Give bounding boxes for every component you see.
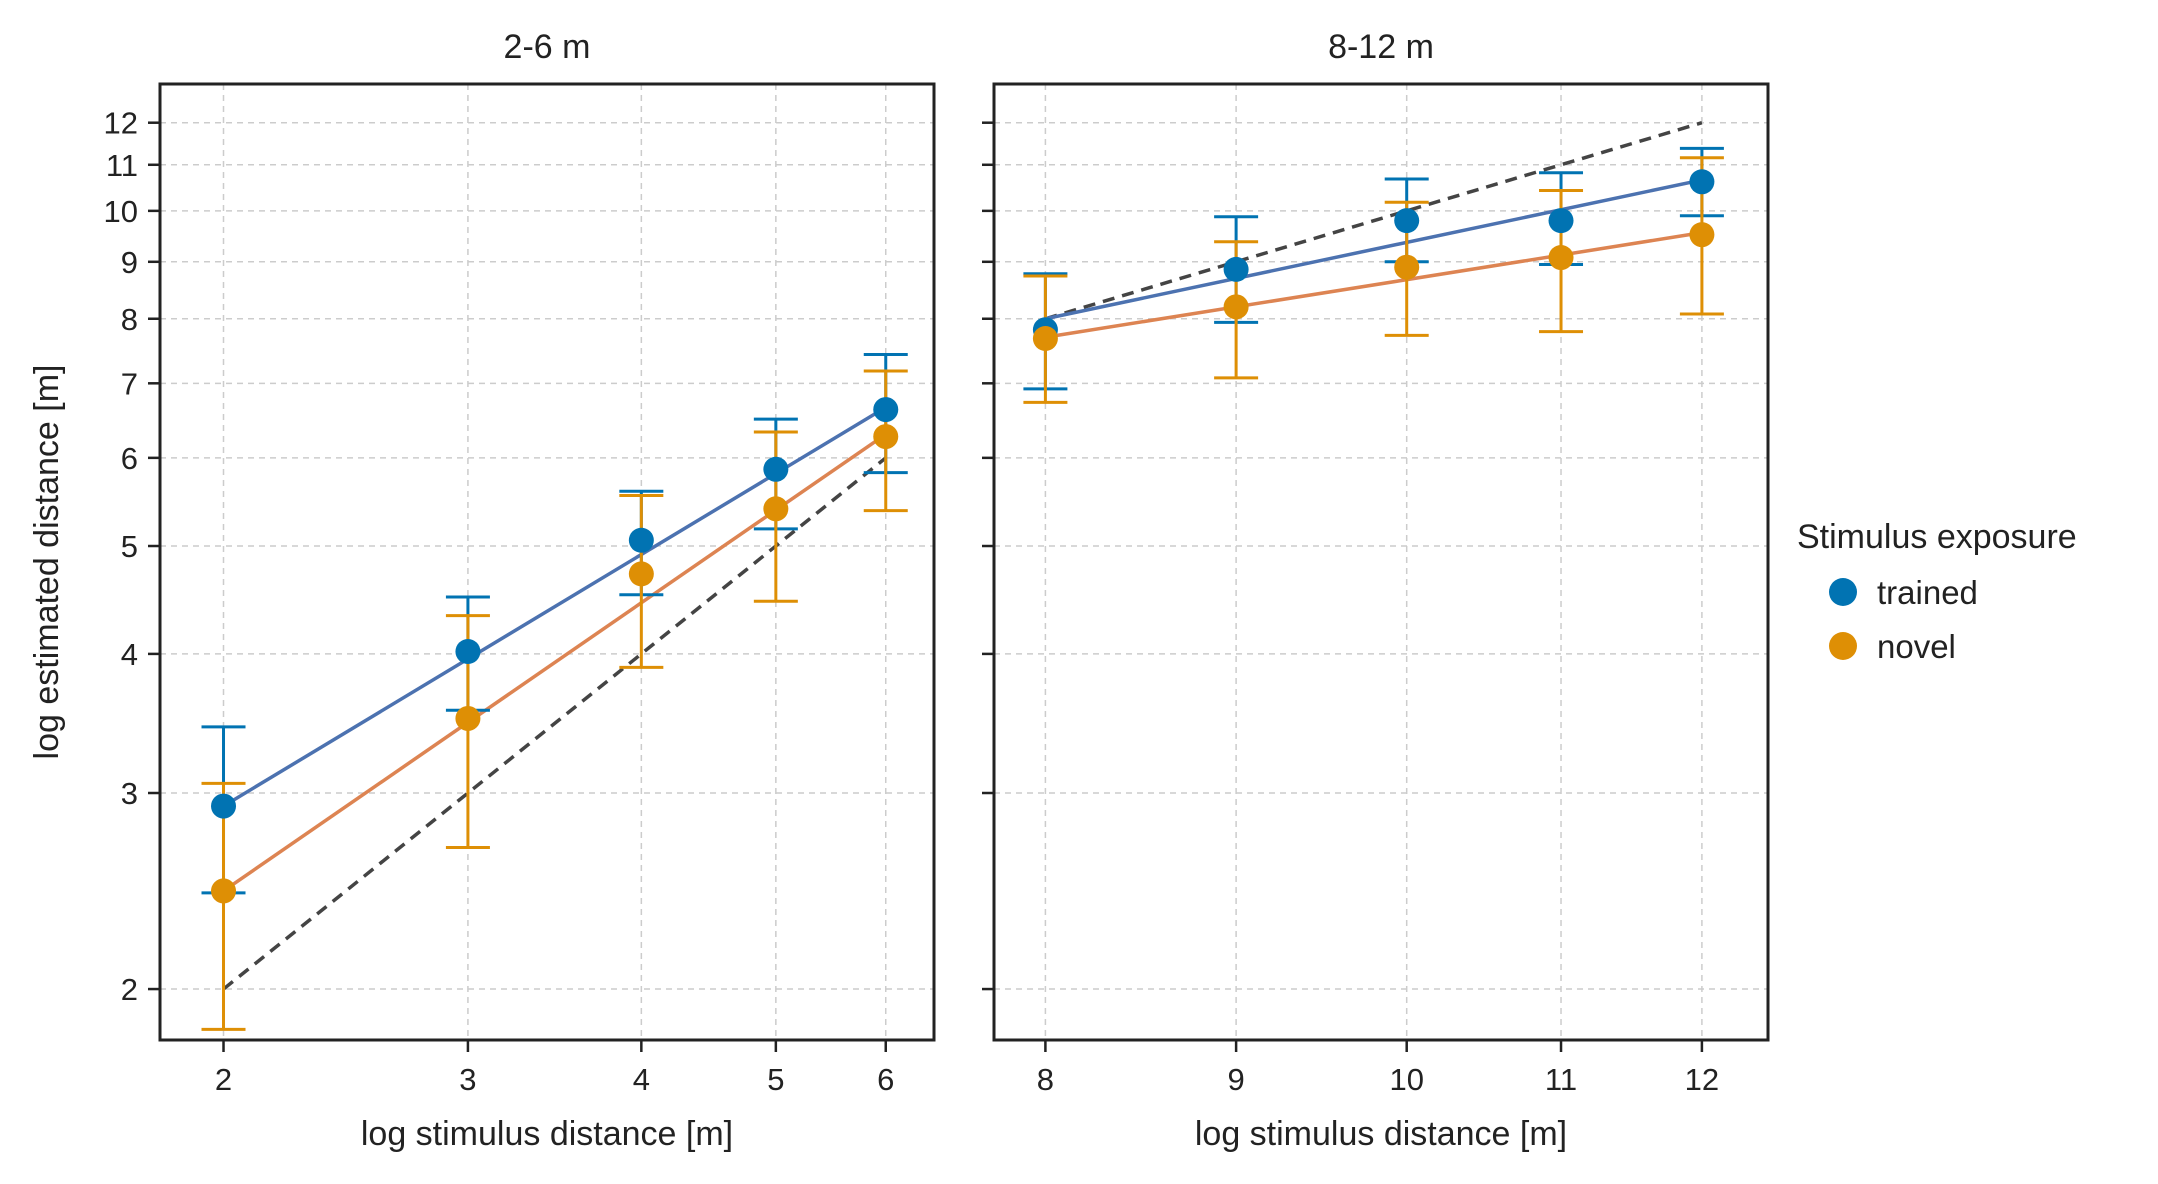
data-point-trained	[1394, 208, 1420, 234]
data-point-trained	[455, 638, 481, 664]
legend-marker-novel	[1829, 632, 1857, 660]
data-point-trained	[763, 456, 789, 482]
data-point-novel	[455, 705, 481, 731]
identity-line	[222, 456, 887, 991]
x-tick-label: 11	[1545, 1062, 1577, 1097]
panel-8-12m: 8 9 10 11 12 8-12 m log stimulus distance [m]	[982, 28, 1770, 1153]
fit-line-novel	[1045, 230, 1703, 339]
y-tick-label: 10	[104, 194, 138, 229]
legend-title: Stimulus exposure	[1797, 518, 2077, 556]
y-tick-label: 2	[121, 972, 138, 1007]
data-point-novel	[1548, 245, 1574, 271]
y-tick-label: 9	[121, 245, 138, 280]
x-tick-label: 6	[877, 1062, 894, 1097]
data-point-trained	[1548, 208, 1574, 234]
y-tick-label: 3	[121, 776, 138, 811]
data-point-novel	[1223, 294, 1249, 320]
x-axis-label: log stimulus distance [m]	[361, 1115, 733, 1153]
y-tick-label: 8	[121, 302, 138, 337]
x-tick-label: 5	[767, 1062, 784, 1097]
identity-line	[1044, 121, 1703, 321]
data-point-trained	[211, 793, 237, 819]
y-tick-label: 11	[106, 148, 138, 183]
x-tick-label: 12	[1685, 1062, 1719, 1097]
x-tick-label: 2	[215, 1062, 232, 1097]
legend: Stimulus exposure trained novel	[1797, 518, 2077, 665]
x-tick-label: 8	[1037, 1062, 1054, 1097]
legend-marker-trained	[1829, 578, 1857, 606]
x-tick-label: 9	[1227, 1062, 1244, 1097]
data-point-novel	[1032, 325, 1058, 351]
legend-label-novel: novel	[1877, 628, 1956, 665]
data-point-trained	[1689, 169, 1715, 195]
y-tick-label: 7	[121, 366, 138, 401]
data-point-trained	[873, 397, 899, 423]
data-point-trained	[1223, 256, 1249, 282]
data-point-novel	[1689, 222, 1715, 248]
y-tick-label: 5	[121, 529, 138, 564]
panel-title: 2-6 m	[504, 28, 591, 66]
x-tick-label: 10	[1389, 1062, 1423, 1097]
x-tick-label: 4	[633, 1062, 650, 1097]
fit-line-trained	[1045, 178, 1703, 321]
data-point-novel	[211, 878, 237, 904]
data-point-novel	[763, 496, 789, 522]
data-point-novel	[1394, 254, 1420, 280]
y-tick-label: 4	[121, 637, 138, 672]
y-tick-label: 12	[104, 106, 138, 141]
x-tick-label: 3	[459, 1062, 476, 1097]
data-point-trained	[628, 527, 654, 553]
panel-title: 8-12 m	[1328, 28, 1434, 66]
data-point-novel	[628, 561, 654, 587]
panel-2-6m: 2 3 4 5 6 2 3 4 5 6 7 8 9 10 11 12 2-6 m log stimulus dis…	[28, 28, 936, 1153]
y-axis-label: log estimated distance [m]	[28, 365, 66, 760]
plot-frame	[992, 82, 1770, 1042]
data-point-novel	[873, 424, 899, 450]
y-tick-label: 6	[121, 441, 138, 476]
legend-label-trained: trained	[1877, 574, 1978, 611]
plot-frame	[158, 82, 936, 1042]
x-axis-label: log stimulus distance [m]	[1195, 1115, 1567, 1153]
